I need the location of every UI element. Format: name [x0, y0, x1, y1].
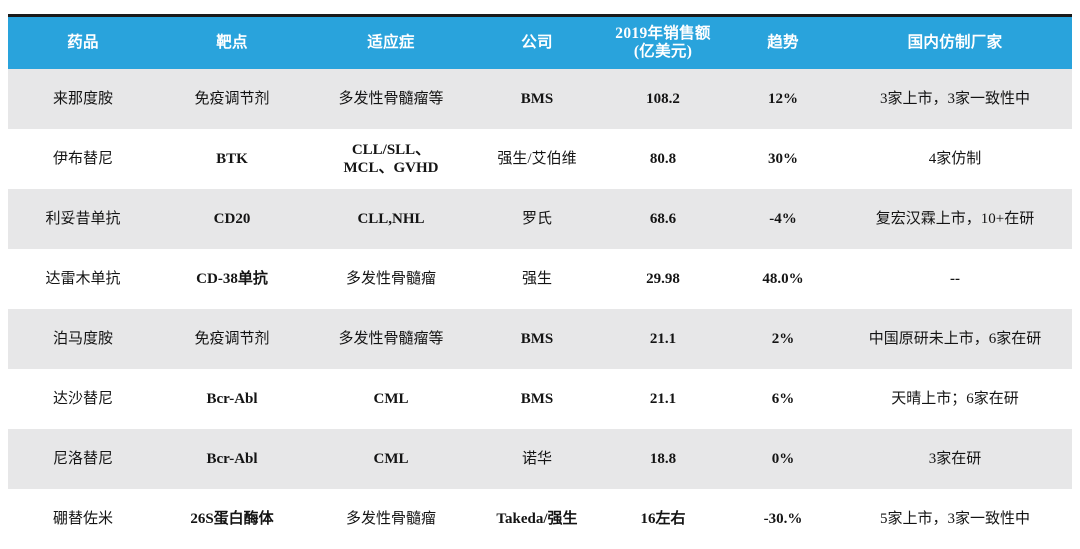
- cell-drug: 硼替佐米: [8, 489, 158, 549]
- cell-generic: 4家仿制: [838, 129, 1072, 189]
- table-row: 来那度胺 免疫调节剂 多发性骨髓瘤等 BMS 108.2 12% 3家上市，3家…: [8, 69, 1072, 129]
- table-row: 泊马度胺 免疫调节剂 多发性骨髓瘤等 BMS 21.1 2% 中国原研未上市，6…: [8, 309, 1072, 369]
- column-header-sales-line1: 2019年销售额: [615, 24, 711, 42]
- drug-comparison-table: 药品 靶点 适应症 公司 2019年销售额 (亿美元) 趋势 国内仿制厂家 来那…: [8, 17, 1072, 549]
- cell-target: 免疫调节剂: [158, 69, 306, 129]
- cell-generic: 天晴上市；6家在研: [838, 369, 1072, 429]
- cell-indication: 多发性骨髓瘤等: [306, 309, 476, 369]
- column-header-target: 靶点: [158, 17, 306, 69]
- header-row: 药品 靶点 适应症 公司 2019年销售额 (亿美元) 趋势 国内仿制厂家: [8, 17, 1072, 69]
- cell-company: 强生/艾伯维: [476, 129, 598, 189]
- cell-sales: 21.1: [598, 309, 728, 369]
- cell-indication: 多发性骨髓瘤等: [306, 69, 476, 129]
- column-header-company: 公司: [476, 17, 598, 69]
- cell-target: CD20: [158, 189, 306, 249]
- column-header-sales: 2019年销售额 (亿美元): [598, 17, 728, 69]
- table-row: 利妥昔单抗 CD20 CLL,NHL 罗氏 68.6 -4% 复宏汉霖上市，10…: [8, 189, 1072, 249]
- cell-sales: 21.1: [598, 369, 728, 429]
- cell-company: 诺华: [476, 429, 598, 489]
- cell-indication-line2: MCL、GVHD: [343, 160, 439, 176]
- cell-indication: 多发性骨髓瘤: [306, 249, 476, 309]
- cell-indication: CML: [306, 369, 476, 429]
- cell-trend: 0%: [728, 429, 838, 489]
- table-row: 达沙替尼 Bcr-Abl CML BMS 21.1 6% 天晴上市；6家在研: [8, 369, 1072, 429]
- cell-indication: CML: [306, 429, 476, 489]
- cell-company: BMS: [476, 369, 598, 429]
- column-header-indication: 适应症: [306, 17, 476, 69]
- cell-indication: CLL,NHL: [306, 189, 476, 249]
- cell-indication: CLL/SLL、 MCL、GVHD: [306, 129, 476, 189]
- cell-generic: 复宏汉霖上市，10+在研: [838, 189, 1072, 249]
- table-header: 药品 靶点 适应症 公司 2019年销售额 (亿美元) 趋势 国内仿制厂家: [8, 17, 1072, 69]
- table-top-rule: [8, 14, 1072, 17]
- table-row: 尼洛替尼 Bcr-Abl CML 诺华 18.8 0% 3家在研: [8, 429, 1072, 489]
- cell-company: 强生: [476, 249, 598, 309]
- cell-sales: 108.2: [598, 69, 728, 129]
- column-header-sales-line2: (亿美元): [633, 43, 693, 60]
- column-header-drug: 药品: [8, 17, 158, 69]
- column-header-generic: 国内仿制厂家: [838, 17, 1072, 69]
- cell-target: 免疫调节剂: [158, 309, 306, 369]
- cell-generic: 3家上市，3家一致性中: [838, 69, 1072, 129]
- table-row: 硼替佐米 26S蛋白酶体 多发性骨髓瘤 Takeda/强生 16左右 -30.%…: [8, 489, 1072, 549]
- column-header-trend: 趋势: [728, 17, 838, 69]
- table-row: 达雷木单抗 CD-38单抗 多发性骨髓瘤 强生 29.98 48.0% --: [8, 249, 1072, 309]
- cell-generic: 5家上市，3家一致性中: [838, 489, 1072, 549]
- cell-trend: 30%: [728, 129, 838, 189]
- cell-sales: 80.8: [598, 129, 728, 189]
- cell-indication-line1: CLL/SLL、: [351, 142, 431, 158]
- cell-target: Bcr-Abl: [158, 369, 306, 429]
- cell-drug: 伊布替尼: [8, 129, 158, 189]
- cell-target: 26S蛋白酶体: [158, 489, 306, 549]
- cell-trend: 48.0%: [728, 249, 838, 309]
- cell-target: CD-38单抗: [158, 249, 306, 309]
- cell-trend: 2%: [728, 309, 838, 369]
- table-row: 伊布替尼 BTK CLL/SLL、 MCL、GVHD 强生/艾伯维 80.8 3…: [8, 129, 1072, 189]
- cell-generic: 3家在研: [838, 429, 1072, 489]
- cell-generic: 中国原研未上市，6家在研: [838, 309, 1072, 369]
- cell-drug: 泊马度胺: [8, 309, 158, 369]
- cell-generic: --: [838, 249, 1072, 309]
- cell-sales: 18.8: [598, 429, 728, 489]
- cell-company: 罗氏: [476, 189, 598, 249]
- cell-sales: 16左右: [598, 489, 728, 549]
- cell-drug: 利妥昔单抗: [8, 189, 158, 249]
- cell-company: BMS: [476, 309, 598, 369]
- cell-target: Bcr-Abl: [158, 429, 306, 489]
- cell-trend: 12%: [728, 69, 838, 129]
- cell-company: BMS: [476, 69, 598, 129]
- cell-drug: 达雷木单抗: [8, 249, 158, 309]
- cell-drug: 来那度胺: [8, 69, 158, 129]
- cell-trend: -30.%: [728, 489, 838, 549]
- cell-company: Takeda/强生: [476, 489, 598, 549]
- cell-trend: 6%: [728, 369, 838, 429]
- cell-drug: 尼洛替尼: [8, 429, 158, 489]
- cell-sales: 68.6: [598, 189, 728, 249]
- cell-indication: 多发性骨髓瘤: [306, 489, 476, 549]
- cell-sales: 29.98: [598, 249, 728, 309]
- cell-trend: -4%: [728, 189, 838, 249]
- cell-drug: 达沙替尼: [8, 369, 158, 429]
- cell-target: BTK: [158, 129, 306, 189]
- table-body: 来那度胺 免疫调节剂 多发性骨髓瘤等 BMS 108.2 12% 3家上市，3家…: [8, 69, 1072, 549]
